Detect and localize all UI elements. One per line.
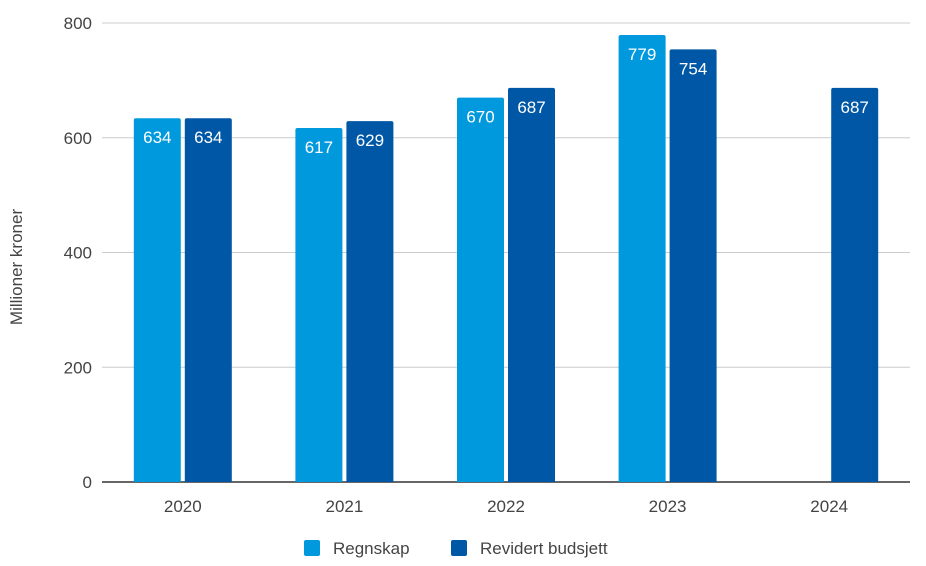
legend-label: Revidert budsjett: [480, 539, 608, 558]
data-label: 687: [517, 98, 545, 117]
bar-revidert-budsjett-2021: [346, 121, 394, 482]
data-label: 779: [628, 45, 656, 64]
x-tick-label: 2020: [164, 497, 202, 516]
legend-label: Regnskap: [333, 539, 410, 558]
x-tick-label: 2023: [649, 497, 687, 516]
gridlines: [102, 22, 910, 483]
y-tick-label: 600: [64, 129, 92, 148]
data-label: 687: [841, 98, 869, 117]
x-tick-label: 2021: [325, 497, 363, 516]
legend-swatch: [451, 540, 467, 556]
bar-regnskap-2020: [133, 118, 181, 483]
data-label: 629: [356, 131, 384, 150]
bar-revidert-budsjett-2022: [508, 87, 555, 483]
y-tick-label: 800: [64, 14, 92, 33]
y-axis-label: Millioner kroner: [7, 209, 26, 326]
data-label: 670: [466, 108, 494, 127]
x-tick-label: 2022: [487, 497, 525, 516]
bars: 634 634 617 629 670 687 779 754 687: [133, 35, 879, 483]
bar-regnskap-2021: [295, 127, 343, 482]
x-axis: 2020 2021 2022 2023 2024: [164, 497, 848, 516]
data-label: 617: [305, 138, 333, 157]
bar-revidert-budsjett-2023: [669, 49, 717, 482]
x-tick-label: 2024: [810, 497, 848, 516]
bar-revidert-budsjett-2020: [184, 118, 232, 483]
bar-regnskap-2023: [618, 35, 666, 482]
bar-regnskap-2022: [457, 97, 504, 483]
y-axis: 0 200 400 600 800: [64, 14, 92, 492]
legend: Regnskap Revidert budsjett: [304, 539, 608, 558]
data-label: 754: [679, 59, 707, 78]
y-tick-label: 0: [83, 473, 92, 492]
legend-swatch: [304, 540, 320, 556]
y-tick-label: 200: [64, 358, 92, 377]
data-label: 634: [194, 128, 222, 147]
bar-revidert-budsjett-2024: [831, 87, 879, 483]
y-tick-label: 400: [64, 244, 92, 263]
data-label: 634: [143, 128, 171, 147]
